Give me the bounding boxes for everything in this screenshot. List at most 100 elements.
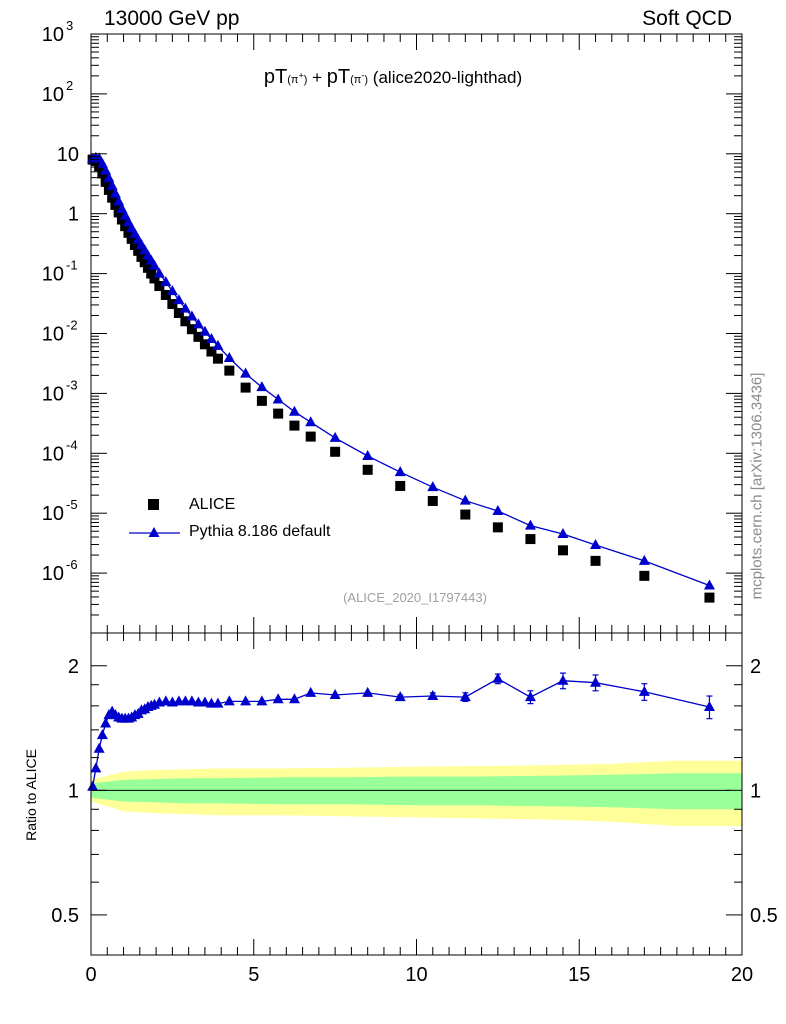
analysis-tag: (ALICE_2020_I1797443): [343, 590, 487, 605]
mc-point: [240, 367, 252, 378]
mc-point: [166, 285, 178, 296]
mc-point: [305, 416, 317, 427]
data-point: [123, 227, 134, 238]
y-tick-exponent: -1: [66, 258, 78, 273]
mc-point: [119, 209, 131, 220]
mc-point: [103, 172, 115, 183]
ratio-y-tick-label: 1: [68, 780, 79, 802]
data-point: [212, 353, 223, 364]
y-tick-label: 10: [42, 503, 64, 525]
mc-point: [179, 302, 191, 313]
mc-point: [212, 339, 224, 350]
y-tick-exponent: 3: [66, 18, 73, 33]
header-energy-label: 13000 GeV pp: [104, 7, 240, 30]
ratio-mc-point: [305, 686, 317, 697]
x-tick-label: 20: [731, 964, 753, 986]
ratio-y-tick-label-right: 1: [750, 780, 761, 802]
mc-point: [256, 381, 268, 392]
mc-point: [96, 157, 108, 168]
ratio-mc-point: [212, 697, 224, 708]
ratio-y-tick-label-right: 2: [750, 656, 761, 678]
ratio-mc-point: [160, 695, 172, 706]
ratio-y-tick-label: 2: [68, 656, 79, 678]
mc-point: [148, 259, 160, 270]
y-tick-label: 10: [57, 144, 79, 166]
data-point: [240, 382, 251, 393]
ratio-y-tick-label-right: 0.5: [750, 905, 778, 927]
data-point: [142, 262, 153, 273]
data-point: [273, 408, 284, 419]
y-tick-exponent: -3: [66, 377, 78, 392]
data-point: [193, 331, 204, 342]
data-point: [149, 273, 160, 284]
ratio-mc-point: [199, 696, 211, 707]
y-tick-label: 10: [42, 383, 64, 405]
ratio-mc-point: [638, 685, 650, 696]
mc-point: [557, 527, 569, 538]
data-point: [136, 251, 147, 262]
mc-point: [459, 494, 471, 505]
y-tick-label: 10: [42, 24, 64, 46]
ratio-mc-point: [703, 700, 715, 711]
ratio-mc-point: [362, 686, 374, 697]
mc-point: [160, 276, 172, 287]
legend-label-mc: Pythia 8.186 default: [189, 523, 331, 540]
mc-point: [223, 351, 235, 362]
ratio-mc-point: [492, 672, 504, 683]
data-point: [460, 509, 471, 520]
data-point: [305, 431, 316, 442]
ratio-mc-point: [272, 693, 284, 704]
data-point: [525, 534, 536, 545]
ratio-mc-point: [100, 717, 112, 728]
data-point: [167, 299, 178, 310]
mc-point: [329, 431, 341, 442]
y-tick-exponent: -5: [66, 497, 78, 512]
mc-line: [92, 157, 710, 587]
mc-point: [703, 579, 715, 590]
x-tick-label: 5: [248, 964, 259, 986]
y-tick-exponent: 2: [66, 78, 73, 93]
data-point: [173, 307, 184, 318]
data-point: [395, 480, 406, 491]
y-tick-exponent: -4: [66, 437, 78, 452]
mc-point: [109, 187, 121, 198]
ratio-mc-point: [240, 695, 252, 706]
data-point: [129, 240, 140, 251]
x-tick-label: 10: [405, 964, 427, 986]
mc-point: [192, 318, 204, 329]
ratio-y-tick-label: 0.5: [51, 905, 79, 927]
data-point: [180, 316, 191, 327]
data-point: [704, 592, 715, 603]
y-tick-label: 10: [42, 324, 64, 346]
plot-title: pT(π+) + pT(π-) (alice2020-lighthad): [263, 66, 523, 88]
mc-point: [427, 481, 439, 492]
data-point: [206, 346, 217, 357]
mc-point: [186, 310, 198, 321]
y-tick-exponent: -6: [66, 557, 78, 572]
y-tick-label: 10: [42, 84, 64, 106]
mc-point: [199, 325, 211, 336]
mc-point: [205, 332, 217, 343]
data-point: [330, 446, 341, 457]
ratio-mc-point: [87, 780, 99, 791]
ratio-mc-point: [459, 691, 471, 702]
ratio-mc-point: [223, 695, 235, 706]
data-point: [139, 257, 150, 268]
ratio-mc-point: [329, 688, 341, 699]
ratio-mc-point: [557, 674, 569, 685]
y-tick-label: 10: [42, 443, 64, 465]
legend-label-data: ALICE: [189, 496, 236, 513]
ratio-mc-point: [93, 742, 105, 753]
ratio-mc-point: [256, 695, 268, 706]
data-point: [639, 570, 650, 581]
watermark: mcplots.cern.ch [arXiv:1306.3436]: [748, 372, 766, 600]
x-tick-label: 15: [568, 964, 590, 986]
ratio-mc-point: [90, 762, 102, 773]
header-process-label: Soft QCD: [642, 7, 732, 30]
ratio-mc-point: [427, 690, 439, 701]
mc-point: [113, 195, 125, 206]
mc-point: [106, 180, 118, 191]
data-point: [256, 395, 267, 406]
data-point: [199, 339, 210, 350]
